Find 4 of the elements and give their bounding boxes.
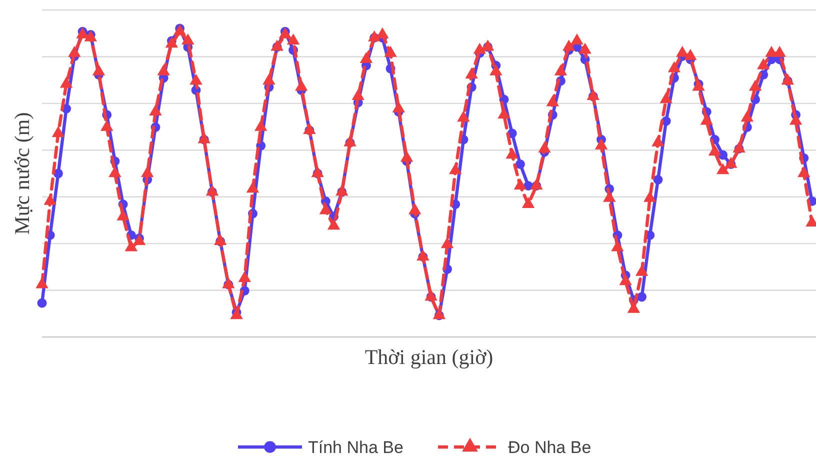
x-axis-title: Thời gian (giờ) xyxy=(364,345,494,369)
legend-label: Tính Nha Be xyxy=(308,438,404,457)
y-axis-title: Mực nước (m) xyxy=(10,112,34,235)
legend-label: Đo Nha Be xyxy=(508,438,592,457)
